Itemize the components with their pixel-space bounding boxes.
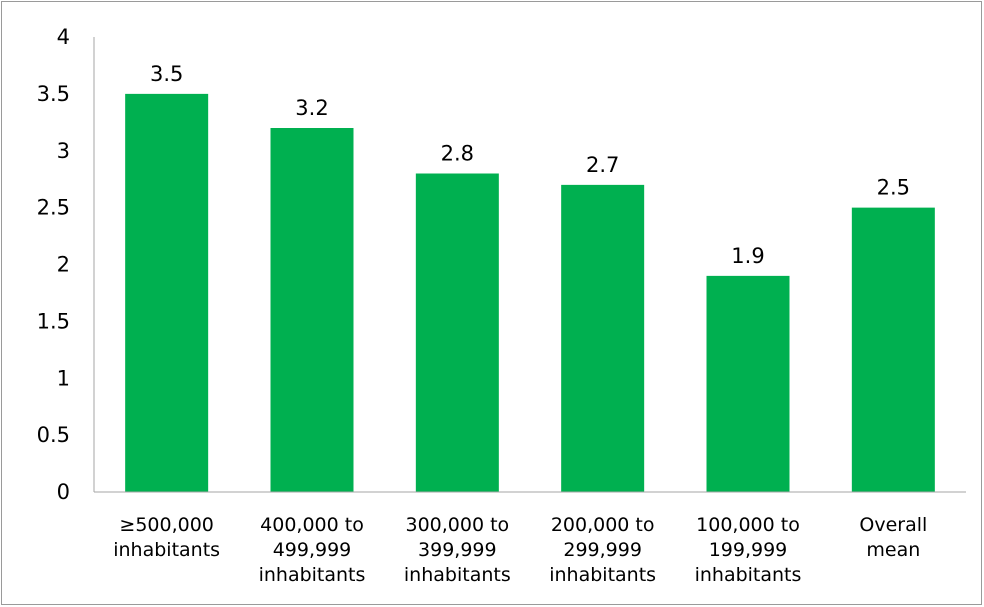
data-label: 2.5 xyxy=(877,176,910,200)
y-axis-tick-labels: 0 0.5 1 1.5 2 2.5 3 3.5 4 xyxy=(37,25,70,504)
x-category-label: ≥500,000 xyxy=(119,514,214,536)
x-category-label: 499,999 xyxy=(273,539,352,561)
data-labels: 3.5 3.2 2.8 2.7 1.9 2.5 xyxy=(150,62,910,268)
x-axis-category-labels: ≥500,000 inhabitants 400,000 to 499,999 inha… xyxy=(113,514,927,586)
y-tick-label: 2 xyxy=(57,253,70,277)
bar xyxy=(851,207,935,492)
x-category-label: inhabitants xyxy=(113,539,220,561)
bar xyxy=(270,128,354,492)
y-tick-label: 1.5 xyxy=(37,309,70,333)
bar xyxy=(706,275,790,492)
x-category-label: Overall xyxy=(859,514,927,536)
x-category-label: 199,999 xyxy=(709,539,788,561)
y-tick-label: 4 xyxy=(57,25,70,49)
data-label: 1.9 xyxy=(731,244,764,268)
y-tick-label: 0.5 xyxy=(37,423,70,447)
x-category-label: 299,999 xyxy=(563,539,642,561)
y-tick-label: 1 xyxy=(57,366,70,390)
y-tick-label: 0 xyxy=(57,480,70,504)
data-label: 3.5 xyxy=(150,62,183,86)
x-category-label: 200,000 to xyxy=(551,514,655,536)
bar xyxy=(125,93,209,492)
bar xyxy=(415,173,499,492)
data-label: 2.8 xyxy=(441,142,474,166)
bar xyxy=(561,184,645,492)
x-category-label: 400,000 to xyxy=(260,514,364,536)
data-label: 3.2 xyxy=(295,96,328,120)
x-category-label: 100,000 to xyxy=(696,514,800,536)
x-category-label: 300,000 to xyxy=(405,514,509,536)
x-category-label: inhabitants xyxy=(404,564,511,586)
x-category-label: inhabitants xyxy=(259,564,366,586)
axes xyxy=(93,37,966,493)
data-label: 2.7 xyxy=(586,153,619,177)
x-category-label: inhabitants xyxy=(549,564,656,586)
y-tick-label: 2.5 xyxy=(37,196,70,220)
bars xyxy=(125,93,935,492)
x-category-label: 399,999 xyxy=(418,539,497,561)
y-tick-label: 3 xyxy=(57,139,70,163)
x-category-label: inhabitants xyxy=(695,564,802,586)
x-category-label: mean xyxy=(866,539,920,561)
y-tick-label: 3.5 xyxy=(37,82,70,106)
